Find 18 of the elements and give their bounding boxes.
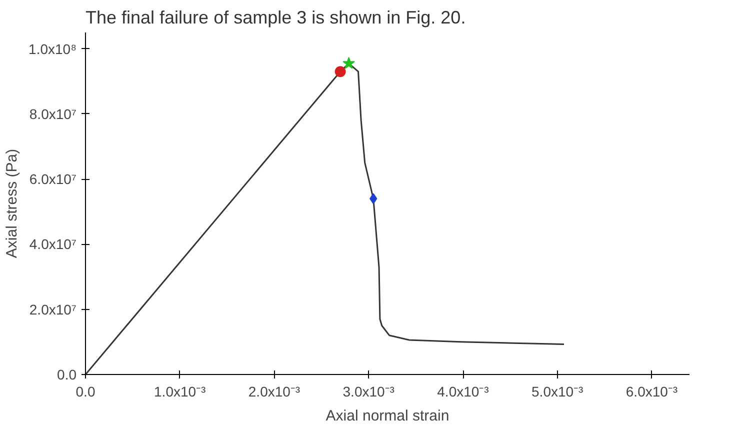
x-axis-title: Axial normal strain <box>326 408 450 424</box>
x-tick-label: 3.0x10⁻³ <box>342 384 395 400</box>
x-tick-label: 6.0x10⁻³ <box>626 384 678 400</box>
text: The final failure of sample 3 is shown in Fig. 20. <box>86 8 466 28</box>
point <box>334 66 346 78</box>
x-tick-label: 2.0x10⁻³ <box>248 384 300 400</box>
x-tick-label: 0.0 <box>76 384 96 400</box>
y-tick-label: 6.0x10⁷ <box>29 171 77 188</box>
point <box>342 56 356 69</box>
y-axis-title: Axial stress (Pa) <box>4 148 21 258</box>
x-tick-label: 4.0x10⁻³ <box>437 384 490 400</box>
y-tick-label: 2.0x10⁷ <box>29 301 77 318</box>
y-tick-label: 4.0x10⁷ <box>29 236 77 252</box>
x-tick-label: 5.0x10⁻³ <box>532 384 584 400</box>
y-tick-label: 8.0x10⁷ <box>29 106 77 122</box>
y-tick-label: 1.0x10⁸ <box>28 40 77 57</box>
x-tick-label: 1.0x10⁻³ <box>154 384 206 400</box>
y-tick-label: 0.0 <box>57 366 77 382</box>
